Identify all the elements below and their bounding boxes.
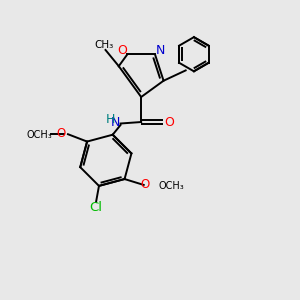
- Text: O: O: [57, 127, 66, 140]
- Text: CH₃: CH₃: [94, 40, 114, 50]
- Text: Cl: Cl: [89, 202, 103, 214]
- Text: O: O: [140, 178, 149, 190]
- Text: OCH₃: OCH₃: [41, 134, 44, 135]
- Text: OCH₃: OCH₃: [27, 130, 52, 140]
- Text: N: N: [155, 44, 165, 57]
- Text: O: O: [164, 116, 174, 128]
- Text: OCH₃: OCH₃: [158, 181, 184, 191]
- Text: H: H: [106, 112, 115, 126]
- Text: O: O: [117, 44, 127, 57]
- Text: N: N: [111, 116, 120, 129]
